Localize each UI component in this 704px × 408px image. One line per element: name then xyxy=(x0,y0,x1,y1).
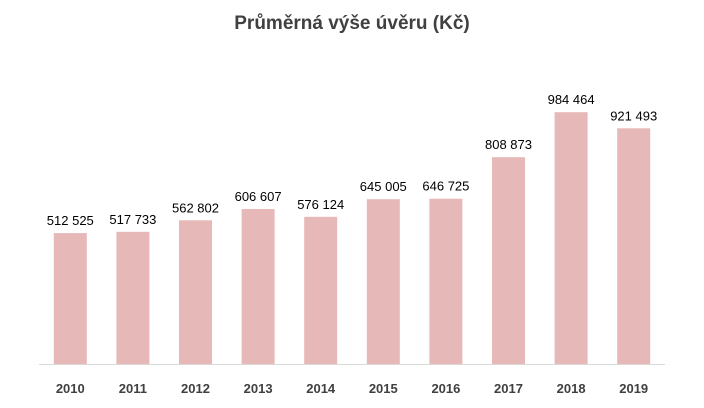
chart-title: Průměrná výše úvěru (Kč) xyxy=(234,13,470,34)
bar-2011 xyxy=(116,231,150,365)
x-tick-label-2011: 2011 xyxy=(119,381,147,396)
x-tick-label-2013: 2013 xyxy=(244,381,273,396)
data-label-2019: 921 493 xyxy=(610,108,657,123)
data-label-2018: 984 464 xyxy=(548,92,595,107)
x-tick-label-2017: 2017 xyxy=(494,381,523,396)
x-tick-label-2015: 2015 xyxy=(369,381,398,396)
x-tick-label-2019: 2019 xyxy=(619,381,648,396)
bar-2012 xyxy=(179,220,212,365)
bar-2015 xyxy=(366,199,400,365)
data-label-2011: 517 733 xyxy=(109,212,156,227)
bar-2016 xyxy=(429,198,463,365)
bar-2010 xyxy=(53,233,87,365)
x-tick-label-2014: 2014 xyxy=(306,381,336,396)
bar-2013 xyxy=(241,209,275,365)
data-label-2010: 512 525 xyxy=(47,213,94,228)
data-label-2016: 646 725 xyxy=(422,179,469,194)
x-tick-label-2012: 2012 xyxy=(181,381,210,396)
bar-2019 xyxy=(617,128,651,365)
data-label-2017: 808 873 xyxy=(485,137,532,152)
data-label-2013: 606 607 xyxy=(235,189,282,204)
bars-group xyxy=(53,112,651,365)
bar-2017 xyxy=(492,157,525,365)
data-label-2012: 562 802 xyxy=(172,200,219,215)
x-tick-label-2010: 2010 xyxy=(56,381,85,396)
data-label-2014: 576 124 xyxy=(297,197,344,212)
bar-2014 xyxy=(304,216,338,365)
x-tick-label-2016: 2016 xyxy=(431,381,460,396)
x-tick-label-2018: 2018 xyxy=(557,381,586,396)
data-labels-group: 512 525 517 733 562 802 606 607 576 124 645 0… xyxy=(47,92,657,228)
bar-2018 xyxy=(554,112,588,365)
x-tick-labels-group: 2010 2011 2012 2013 2014 2015 2016 2017 2018 2019 xyxy=(56,381,648,396)
data-label-2015: 645 005 xyxy=(360,179,407,194)
